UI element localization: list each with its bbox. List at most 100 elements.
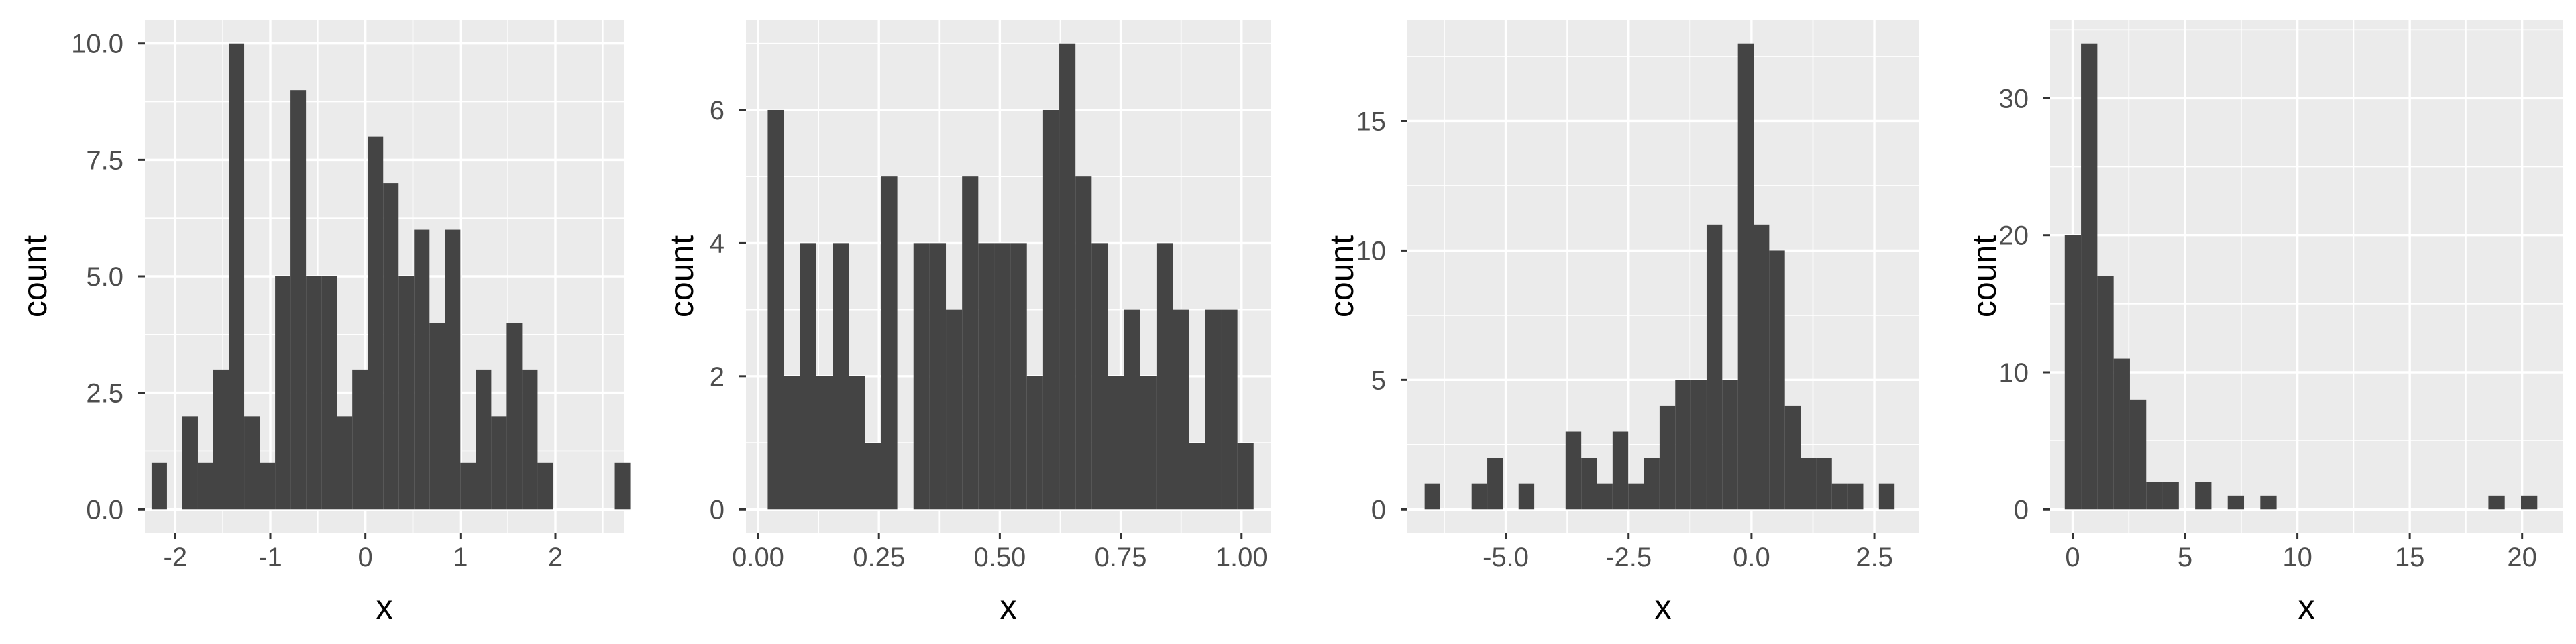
histogram-bar — [1237, 443, 1254, 510]
x-tick-label: 0.50 — [973, 543, 1026, 572]
histogram-bar — [978, 243, 995, 510]
histogram-bar — [398, 276, 415, 510]
histogram-bar — [1769, 250, 1785, 510]
histogram-bar — [2146, 482, 2163, 510]
histogram-bar — [182, 416, 198, 510]
histogram-bar — [946, 309, 963, 510]
histogram-bar — [1612, 431, 1629, 510]
x-tick-label: -2 — [164, 543, 188, 572]
histogram-bar — [865, 443, 881, 510]
histogram-bar — [229, 43, 245, 510]
histogram-bar — [2081, 43, 2098, 510]
y-axis-title: count — [1323, 235, 1360, 317]
x-tick-label: 15 — [2395, 543, 2425, 572]
histogram-bar — [2162, 482, 2179, 510]
histogram-bar — [614, 462, 631, 510]
x-tick-label: 0 — [358, 543, 373, 572]
histogram-bar — [1156, 243, 1173, 510]
histogram-bar — [816, 376, 833, 510]
histogram-bar — [994, 243, 1011, 510]
x-tick-label: 20 — [2507, 543, 2537, 572]
histogram-bar — [1754, 224, 1770, 510]
histogram-bar — [429, 323, 445, 510]
y-tick-label: 0 — [710, 495, 724, 525]
histogram-bar — [800, 243, 816, 510]
y-tick-label: 15 — [1356, 107, 1387, 136]
histogram-bar — [1597, 483, 1613, 510]
y-tick-label: 4 — [710, 229, 724, 258]
y-axis-title: count — [16, 235, 54, 317]
histogram-bar — [833, 243, 849, 510]
histogram-bar — [506, 323, 523, 510]
histogram-bar — [849, 376, 865, 510]
histogram-bar — [1690, 380, 1707, 510]
histogram-bar — [260, 462, 276, 510]
y-tick-label: 10 — [1999, 358, 2029, 388]
histogram-bar — [1124, 309, 1140, 510]
histogram-bar — [476, 369, 492, 510]
x-tick-label: 0.25 — [853, 543, 905, 572]
histogram-bar — [321, 276, 337, 510]
x-tick-label: 2.5 — [1856, 543, 1893, 572]
x-tick-label: -5.0 — [1483, 543, 1529, 572]
x-axis-title: x — [1000, 588, 1017, 626]
x-tick-label: 0 — [2065, 543, 2080, 572]
histogram-bar — [1173, 309, 1189, 510]
histogram-bar — [1010, 243, 1027, 510]
histogram-bar — [2521, 495, 2538, 510]
histogram-bar — [352, 369, 368, 510]
histogram-bar — [1722, 380, 1738, 510]
histogram-bar — [767, 109, 784, 510]
histogram-bar — [2227, 495, 2245, 510]
histogram-bar — [1108, 376, 1124, 510]
histogram-bar — [1189, 443, 1205, 510]
y-tick-label: 7.5 — [86, 146, 123, 175]
histogram-bar — [383, 183, 399, 510]
histogram-bar — [537, 462, 553, 510]
histogram-bar — [1831, 483, 1848, 510]
histogram-bar — [1847, 483, 1864, 510]
histogram-bar — [2097, 276, 2114, 510]
histogram-bar — [445, 229, 461, 510]
histogram-bar — [2260, 495, 2277, 510]
y-tick-label: 10.0 — [71, 30, 123, 59]
histogram-bar — [1091, 243, 1108, 510]
histogram-bar — [1026, 376, 1043, 510]
histogram-bar — [1878, 483, 1895, 510]
histogram-bar — [962, 176, 979, 510]
histogram-bar — [2064, 235, 2082, 510]
y-tick-label: 0 — [2014, 495, 2029, 525]
histogram-bar — [784, 376, 800, 510]
y-tick-label: 5 — [1371, 366, 1386, 395]
x-tick-label: -2.5 — [1605, 543, 1652, 572]
histogram-bar — [491, 416, 507, 510]
histogram-bar — [2195, 482, 2212, 510]
histogram-bar — [913, 243, 930, 510]
histogram-bar — [368, 136, 384, 510]
histogram-bar — [460, 462, 476, 510]
y-tick-label: 2 — [710, 362, 724, 392]
histogram-bar — [337, 416, 353, 510]
x-tick-label: 5 — [2178, 543, 2192, 572]
x-tick-label: 0.0 — [1733, 543, 1770, 572]
histogram-bar — [1471, 483, 1488, 510]
histogram-bar — [275, 276, 291, 510]
y-tick-label: 20 — [1999, 221, 2029, 251]
histogram-bar — [1075, 176, 1092, 510]
y-axis-title: count — [663, 235, 700, 317]
x-axis-title: x — [376, 588, 393, 626]
histogram-bar — [244, 416, 260, 510]
y-axis-title: count — [1966, 235, 2003, 317]
histogram-bar — [2488, 495, 2505, 510]
histogram-bar — [213, 369, 229, 510]
y-tick-label: 0.0 — [86, 495, 123, 525]
x-tick-label: 2 — [548, 543, 563, 572]
histogram-bar — [1221, 309, 1238, 510]
histogram-bar — [1644, 458, 1660, 510]
histogram-bar — [2113, 358, 2130, 510]
histogram-bar — [1042, 109, 1060, 510]
histogram-bar — [881, 176, 898, 510]
y-tick-label: 2.5 — [86, 379, 123, 409]
y-tick-label: 5.0 — [86, 262, 123, 292]
